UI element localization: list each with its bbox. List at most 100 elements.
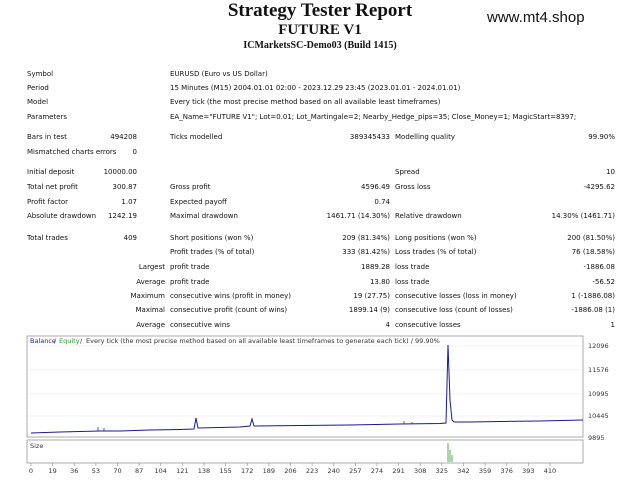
x-tick-label: 189: [263, 467, 275, 475]
y-tick-label: 9895: [588, 434, 605, 442]
x-tick-label: 155: [219, 467, 231, 475]
stat-value: 200 (81.50%): [567, 234, 615, 242]
stat-label: Bars in test: [27, 133, 67, 141]
stat-value: 99.90%: [588, 133, 615, 141]
stat-value: 300.87: [112, 183, 138, 191]
x-tick-label: 308: [414, 467, 426, 475]
trade-qualifier: Average: [136, 321, 165, 329]
legend-equity: Equity: [59, 337, 80, 345]
stat-label: Total net profit: [27, 183, 78, 191]
stat-value: 14.30% (1461.71): [551, 212, 615, 220]
balance-spikes: [97, 421, 413, 431]
stat-label: Modelling quality: [395, 133, 455, 141]
x-tick-label: 257: [349, 467, 361, 475]
size-label: Size: [30, 442, 43, 450]
trade-value: 13.80: [369, 278, 390, 286]
info-label: Parameters: [27, 113, 68, 121]
info-value: 15 Minutes (M15) 2004.01.01 02:00 - 2023…: [170, 84, 461, 92]
y-tick-label: 10445: [588, 412, 609, 420]
watermark: www.mt4.shop: [487, 9, 585, 26]
trade-label: consecutive losses (loss in money): [395, 292, 517, 300]
y-tick-label: 12096: [588, 342, 609, 350]
trade-label: consecutive profit (count of wins): [170, 306, 288, 314]
stat-value: 10000.00: [103, 168, 137, 176]
x-tick-label: 70: [113, 467, 121, 475]
stat-label: Maximal drawdown: [170, 212, 238, 220]
x-tick-label: 410: [544, 467, 556, 475]
stat-label: Gross loss: [395, 183, 431, 191]
balance-line: [30, 344, 584, 434]
stat-value: 389345433: [349, 133, 390, 141]
server-name: ICMarketsSC-Demo03 (Build 1415): [243, 40, 397, 51]
x-tick-label: 342: [457, 467, 469, 475]
trade-value: 1: [610, 321, 615, 329]
x-tick-label: 87: [135, 467, 143, 475]
trade-label: profit trade: [170, 278, 210, 286]
stat-value: 1.07: [121, 198, 137, 206]
x-tick-label: 0: [29, 467, 33, 475]
graph-grid: [27, 345, 583, 417]
stat-label: Gross profit: [170, 183, 211, 191]
x-tick-label: 53: [92, 467, 100, 475]
trade-label: loss trade: [395, 263, 430, 271]
info-label: Model: [27, 98, 49, 106]
stat-label: Long positions (won %): [395, 234, 477, 242]
trade-qualifier: Maximal: [135, 306, 165, 314]
trade-label: consecutive wins: [170, 321, 230, 329]
legend-separator: /: [80, 337, 83, 345]
y-tick-label: 11576: [588, 366, 609, 374]
stat-label: Mismatched charts errors: [27, 148, 117, 156]
graph-frame: [26, 335, 584, 438]
info-label: Period: [27, 84, 49, 92]
y-tick-label: 10995: [588, 390, 609, 398]
legend-description: Every tick (the most precise method base…: [86, 337, 440, 345]
trade-qualifier: Average: [136, 278, 165, 286]
trade-label: Profit trades (% of total): [170, 248, 255, 256]
stat-value: -4295.62: [583, 183, 615, 191]
stat-label: Profit factor: [27, 198, 68, 206]
report-title: Strategy Tester Report: [227, 0, 413, 21]
stat-label: Spread: [395, 168, 420, 176]
x-tick-label: 274: [371, 467, 383, 475]
stat-label: Ticks modelled: [170, 133, 223, 141]
stat-label: Relative drawdown: [395, 212, 462, 220]
trade-value: 1899.14 (9): [348, 306, 390, 314]
report-subtitle: FUTURE V1: [278, 22, 362, 38]
size-frame: [26, 439, 584, 464]
stat-value: 1461.71 (14.30%): [326, 212, 390, 220]
x-tick-label: 36: [70, 467, 78, 475]
stat-value: 0.74: [374, 198, 390, 206]
info-value: EURUSD (Euro vs US Dollar): [170, 70, 268, 78]
x-tick-label: 359: [479, 467, 491, 475]
x-tick-label: 291: [392, 467, 404, 475]
x-tick-label: 376: [501, 467, 513, 475]
info-value: EA_Name="FUTURE V1"; Lot=0.01; Lot_Marti…: [170, 113, 577, 121]
trade-value: -1886.08: [583, 263, 615, 271]
x-tick-label: 138: [198, 467, 210, 475]
stat-label: Expected payoff: [170, 198, 227, 206]
trade-value: 76 (18.58%): [571, 248, 615, 256]
trade-label: consecutive loss (count of losses): [395, 306, 513, 314]
x-tick-label: 19: [48, 467, 56, 475]
stat-value: 4596.49: [361, 183, 390, 191]
trade-value: 4: [385, 321, 390, 329]
x-tick-label: 393: [522, 467, 534, 475]
stat-value: 494208: [110, 133, 137, 141]
trade-label: consecutive wins (profit in money): [170, 292, 292, 300]
x-tick-label: 172: [241, 467, 253, 475]
x-tick-label: 223: [306, 467, 318, 475]
legend-balance: Balance: [30, 337, 56, 345]
trade-label: Loss trades (% of total): [395, 248, 477, 256]
stat-label: Absolute drawdown: [27, 212, 97, 220]
stat-value: 0: [132, 148, 137, 156]
stat-label: Total trades: [27, 234, 68, 242]
trade-qualifier: Largest: [138, 263, 165, 271]
trade-value: -1886.08 (1): [571, 306, 615, 314]
trade-label: profit trade: [170, 263, 210, 271]
stat-label: Short positions (won %): [170, 234, 254, 242]
x-tick-label: 104: [155, 467, 167, 475]
x-tick-label: 325: [436, 467, 448, 475]
info-label: Symbol: [27, 70, 54, 78]
